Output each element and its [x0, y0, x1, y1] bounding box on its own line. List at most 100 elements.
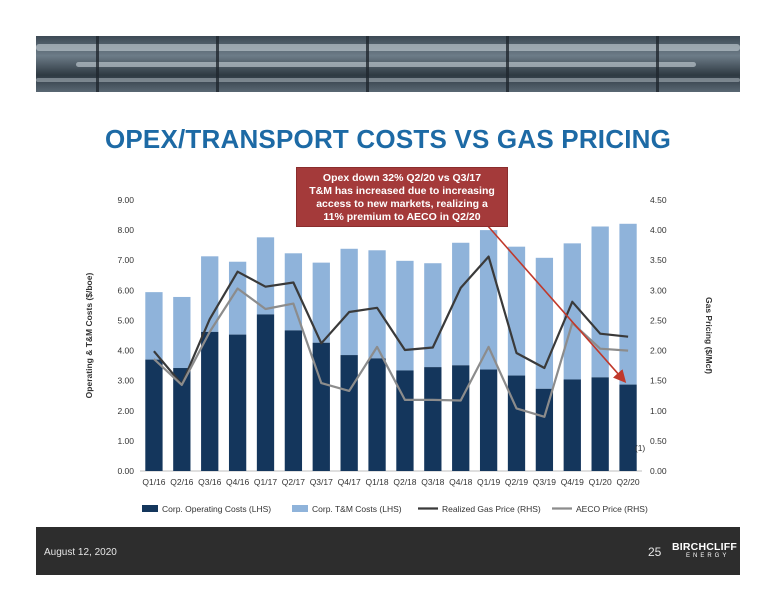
realized-gas-price-line [153, 255, 629, 386]
y2-tick-label: 2.00 [650, 346, 667, 356]
tm-bar [479, 230, 498, 370]
x-tick-label: Q2/19 [505, 477, 528, 487]
x-tick-label: Q2/18 [393, 477, 416, 487]
opex-bar [145, 359, 163, 471]
y2-tick-label: 4.00 [650, 225, 667, 235]
y2-tick-label: 0.00 [650, 466, 667, 476]
callout-line: 11% premium to AECO in Q2/20 [323, 211, 481, 223]
logo-subtext: ENERGY [686, 553, 730, 559]
callout-arrow [486, 224, 627, 383]
y-tick-label: 8.00 [117, 225, 134, 235]
y2-axis-title: Gas Pricing ($/Mcf) [704, 297, 714, 374]
opex-bar [228, 334, 247, 471]
legend-label: Corp. Operating Costs (LHS) [162, 504, 271, 514]
legend-swatch [292, 505, 308, 512]
strut-shape [366, 36, 369, 92]
tm-bar [368, 250, 386, 359]
footer-bar: August 12, 2020 25 BIRCHCLIFF ENERGY [36, 527, 740, 575]
callout-line: Opex down 32% Q2/20 vs Q3/17 [322, 172, 482, 184]
x-tick-label: Q1/16 [142, 477, 165, 487]
tm-bar [424, 263, 442, 368]
pipe-shape [76, 62, 696, 67]
y2-tick-label: 3.50 [650, 255, 667, 265]
y-tick-label: 7.00 [117, 255, 134, 265]
aeco-price-line [153, 287, 629, 418]
page-number: 25 [648, 545, 662, 559]
legend-label: Realized Gas Price (RHS) [442, 504, 541, 514]
y-tick-label: 6.00 [117, 285, 134, 295]
x-tick-label: Q4/16 [226, 477, 249, 487]
strut-shape [216, 36, 219, 92]
opex-bar [619, 384, 637, 471]
y-axis-title: Operating & T&M Costs ($/boe) [84, 273, 94, 399]
tm-bar [256, 237, 275, 315]
tm-bar [312, 262, 330, 343]
y2-tick-label: 1.50 [650, 376, 667, 386]
x-tick-label: Q3/19 [533, 477, 556, 487]
strut-shape [656, 36, 659, 92]
y-tick-label: 2.00 [117, 406, 134, 416]
y2-tick-label: 4.50 [650, 195, 667, 205]
opex-bar [424, 367, 442, 471]
y-tick-label: 0.00 [117, 466, 134, 476]
tm-bar [452, 242, 470, 366]
y-tick-label: 3.00 [117, 376, 134, 386]
opex-bar [312, 342, 330, 471]
opex-bar [256, 314, 275, 471]
tm-bar [340, 248, 358, 356]
x-tick-label: Q1/20 [589, 477, 612, 487]
pipe-shape [36, 44, 740, 51]
footnote-marker: (1) [635, 443, 646, 453]
legend-swatch [142, 505, 158, 512]
opex-bar [563, 379, 581, 471]
opex-bar [284, 330, 303, 471]
tm-bar [284, 253, 303, 331]
opex-bar [368, 358, 386, 471]
opex-bar [535, 388, 554, 471]
x-tick-label: Q3/18 [421, 477, 444, 487]
x-tick-label: Q3/16 [198, 477, 221, 487]
x-tick-label: Q3/17 [310, 477, 333, 487]
tm-bar [396, 260, 414, 371]
y2-tick-label: 1.00 [650, 406, 667, 416]
opex-bar [507, 375, 526, 471]
x-tick-label: Q1/18 [365, 477, 388, 487]
opex-bar [452, 365, 470, 471]
x-tick-label: Q1/19 [477, 477, 500, 487]
pipe-shape [36, 78, 740, 82]
x-tick-label: Q1/17 [254, 477, 277, 487]
opex-bar [479, 369, 498, 471]
tm-bar [591, 226, 609, 378]
opex-bar [340, 355, 358, 471]
footer-date: August 12, 2020 [44, 547, 117, 558]
strut-shape [506, 36, 509, 92]
opex-bar [201, 331, 219, 471]
y-tick-label: 9.00 [117, 195, 134, 205]
legend-label: AECO Price (RHS) [576, 504, 648, 514]
legend-label: Corp. T&M Costs (LHS) [312, 504, 402, 514]
header-banner-image [36, 36, 740, 92]
opex-bar [173, 368, 191, 471]
x-tick-label: Q4/19 [561, 477, 584, 487]
callout-line: access to new markets, realizing a [316, 198, 488, 210]
slide-title: OPEX/TRANSPORT COSTS VS GAS PRICING [104, 124, 672, 154]
tm-bar [563, 243, 581, 380]
x-tick-label: Q2/16 [170, 477, 193, 487]
y-tick-label: 5.00 [117, 315, 134, 325]
tm-bar [145, 292, 163, 360]
tm-bar [619, 223, 637, 385]
x-tick-label: Q4/18 [449, 477, 472, 487]
callout-box: Opex down 32% Q2/20 vs Q3/17 T&M has inc… [296, 167, 508, 227]
strut-shape [96, 36, 99, 92]
logo-text: BIRCHCLIFF [672, 541, 737, 553]
tm-bar [535, 257, 554, 389]
opex-bar [591, 377, 609, 471]
y2-tick-label: 2.50 [650, 315, 667, 325]
x-tick-label: Q4/17 [338, 477, 361, 487]
y2-tick-label: 0.50 [650, 436, 667, 446]
y-tick-label: 4.00 [117, 346, 134, 356]
tm-bar [507, 246, 526, 376]
tm-bar [173, 296, 191, 369]
y-tick-label: 1.00 [117, 436, 134, 446]
